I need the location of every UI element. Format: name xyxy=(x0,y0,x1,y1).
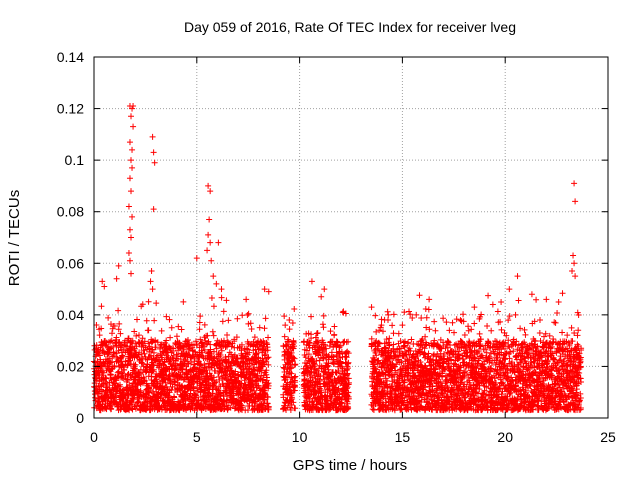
data-point xyxy=(471,304,478,311)
x-axis-label: GPS time / hours xyxy=(293,457,407,474)
data-point xyxy=(215,239,222,246)
x-tick-label: 10 xyxy=(292,429,308,445)
data-point xyxy=(368,304,375,311)
axis-ticks xyxy=(93,56,609,419)
data-point xyxy=(498,298,505,305)
data-point xyxy=(514,273,521,280)
y-tick-label: 0.14 xyxy=(57,49,84,65)
data-point xyxy=(151,159,158,166)
data-point xyxy=(129,164,136,171)
data-point xyxy=(125,249,132,256)
data-point xyxy=(150,149,157,156)
data-point xyxy=(308,278,315,285)
x-tick-label: 0 xyxy=(90,429,98,445)
data-point xyxy=(125,203,132,210)
data-point xyxy=(555,298,562,305)
y-tick-label: 0.12 xyxy=(57,101,84,117)
data-point xyxy=(571,260,578,267)
data-point xyxy=(208,257,215,264)
data-point xyxy=(385,317,392,324)
data-point xyxy=(128,234,135,241)
data-point xyxy=(99,278,106,285)
data-point xyxy=(101,283,108,290)
data-point xyxy=(113,275,120,282)
data-point xyxy=(150,206,157,213)
plot-frame xyxy=(93,56,609,419)
data-point xyxy=(129,146,136,153)
data-point xyxy=(286,317,293,324)
data-point xyxy=(204,247,211,254)
x-tick-label: 15 xyxy=(395,429,411,445)
data-point xyxy=(206,216,213,223)
data-point xyxy=(129,213,136,220)
data-point xyxy=(193,255,200,262)
data-point xyxy=(506,286,513,293)
data-points xyxy=(90,102,585,414)
data-point xyxy=(128,188,135,195)
data-point xyxy=(115,262,122,269)
data-point xyxy=(243,296,250,303)
y-tick-label: 0.08 xyxy=(57,204,84,220)
x-tick-labels: 0 5 10 15 20 25 xyxy=(90,429,616,445)
data-point xyxy=(147,278,154,285)
chart-title: Day 059 of 2016, Rate Of TEC Index for r… xyxy=(184,19,516,35)
y-tick-label: 0.02 xyxy=(57,358,84,374)
y-axis-label: ROTI / TECUs xyxy=(6,190,23,286)
x-tick-label: 20 xyxy=(497,429,513,445)
data-point xyxy=(128,113,135,120)
data-point xyxy=(528,291,535,298)
data-point xyxy=(205,182,212,189)
data-point xyxy=(149,133,156,140)
data-point xyxy=(399,322,406,329)
data-point xyxy=(261,286,268,293)
data-point xyxy=(282,322,289,329)
data-point xyxy=(339,309,346,316)
y-tick-label: 0.04 xyxy=(57,307,84,323)
x-tick-label: 5 xyxy=(193,429,201,445)
data-point xyxy=(130,123,137,130)
data-point xyxy=(205,231,212,238)
data-point xyxy=(126,226,133,233)
data-point xyxy=(572,198,579,205)
data-point xyxy=(148,268,155,275)
data-point xyxy=(128,270,135,277)
data-point xyxy=(129,105,136,112)
data-point xyxy=(569,268,576,275)
data-point xyxy=(213,280,220,287)
data-point xyxy=(149,286,156,293)
data-point xyxy=(207,188,214,195)
data-point xyxy=(265,288,272,295)
y-tick-label: 0.1 xyxy=(65,152,85,168)
y-tick-labels: 0 0.02 0.04 0.06 0.08 0.1 0.12 0.14 xyxy=(57,49,84,426)
data-point xyxy=(426,296,433,303)
data-point xyxy=(128,157,135,164)
data-point xyxy=(207,239,214,246)
data-point xyxy=(210,273,217,280)
data-point xyxy=(318,293,325,300)
data-point xyxy=(489,301,496,308)
data-point xyxy=(126,139,133,146)
data-point xyxy=(130,102,137,109)
data-point xyxy=(126,257,133,264)
y-tick-label: 0 xyxy=(76,410,84,426)
data-point xyxy=(571,180,578,187)
data-point xyxy=(321,286,328,293)
data-point xyxy=(218,286,225,293)
data-point xyxy=(572,273,579,280)
data-point xyxy=(570,252,577,259)
data-point xyxy=(543,296,550,303)
data-point xyxy=(126,175,133,182)
x-tick-label: 25 xyxy=(600,429,616,445)
y-tick-label: 0.06 xyxy=(57,255,84,271)
